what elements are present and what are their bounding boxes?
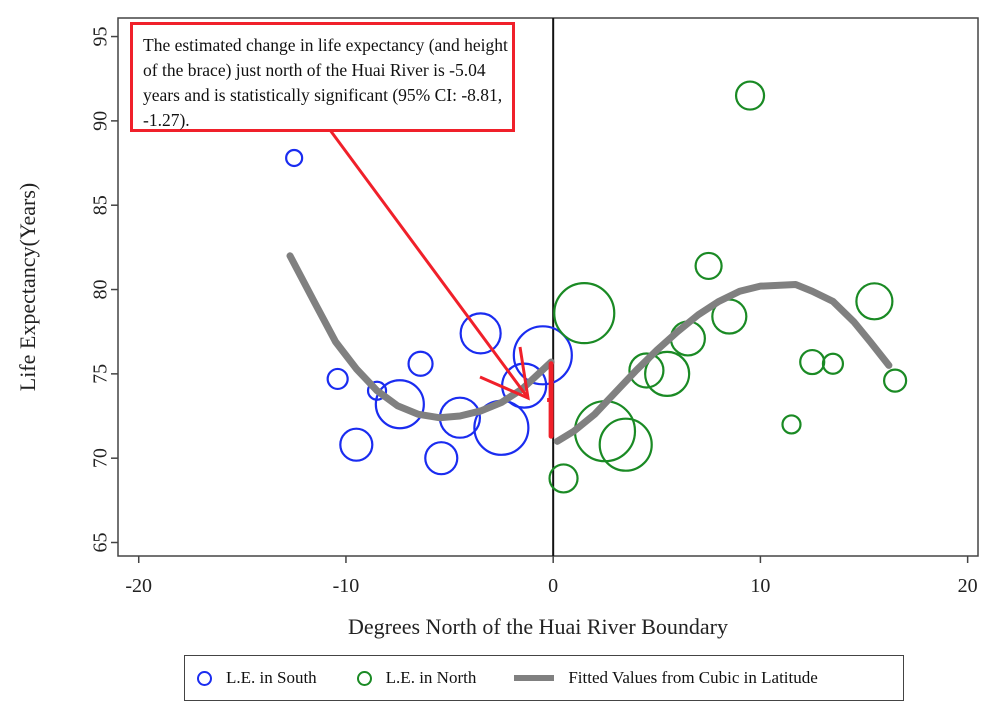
legend-marker-north: [356, 670, 372, 686]
north-point: [734, 80, 766, 111]
x-tick-label: -10: [333, 575, 360, 597]
x-tick-label: -20: [125, 575, 152, 597]
y-axis-label: Life Expectancy(Years): [15, 183, 40, 392]
legend-marker-south: [197, 670, 212, 686]
x-axis-label: Degrees North of the Huai River Boundary: [348, 614, 728, 639]
y-tick-label: 65: [90, 533, 112, 553]
north-point: [694, 251, 723, 281]
legend-item-south: L.E. in South: [197, 668, 317, 688]
north-point: [883, 368, 908, 393]
fitted-line: [286, 252, 555, 422]
annotation-box: The estimated change in life expectancy …: [130, 22, 515, 132]
legend-label-north: L.E. in North: [385, 668, 477, 687]
y-tick-label: 85: [90, 195, 112, 215]
north-point: [781, 414, 802, 435]
legend-marker-fit: [514, 675, 555, 681]
north-point: [799, 348, 826, 376]
south-point: [285, 148, 304, 168]
north-point: [553, 282, 616, 345]
legend-item-fit: Fitted Values from Cubic in Latitude: [514, 668, 818, 688]
legend-item-north: L.E. in North: [356, 668, 477, 688]
legend-label-fit: Fitted Values from Cubic in Latitude: [568, 668, 818, 687]
north-point: [821, 352, 845, 375]
north-point: [855, 282, 894, 321]
south-point: [374, 379, 425, 430]
y-tick-label: 75: [90, 364, 112, 384]
annotation-arrow: [328, 129, 530, 399]
x-tick-label: 20: [958, 575, 978, 597]
north-point: [548, 463, 579, 494]
fitted-line: [553, 280, 893, 445]
south-point: [407, 350, 434, 377]
y-tick-label: 95: [90, 27, 112, 47]
y-tick-label: 80: [90, 280, 112, 300]
south-point: [339, 427, 374, 462]
x-tick-label: 0: [548, 575, 558, 597]
north-point: [644, 350, 691, 397]
north-point: [573, 400, 637, 463]
y-tick-label: 90: [90, 111, 112, 131]
annotation-text: The estimated change in life expectancy …: [143, 35, 508, 130]
y-tick-label: 70: [90, 448, 112, 468]
south-point: [424, 441, 459, 476]
plot-frame: [117, 17, 979, 557]
legend-label-south: L.E. in South: [226, 668, 317, 687]
south-point: [326, 367, 349, 391]
south-point: [459, 312, 502, 355]
north-point: [598, 417, 653, 472]
x-tick-label: 10: [750, 575, 770, 597]
south-point: [512, 325, 573, 386]
legend: L.E. in South L.E. in North Fitted Value…: [184, 655, 904, 701]
north-point: [628, 352, 665, 389]
arrow-head-icon: [479, 346, 530, 401]
